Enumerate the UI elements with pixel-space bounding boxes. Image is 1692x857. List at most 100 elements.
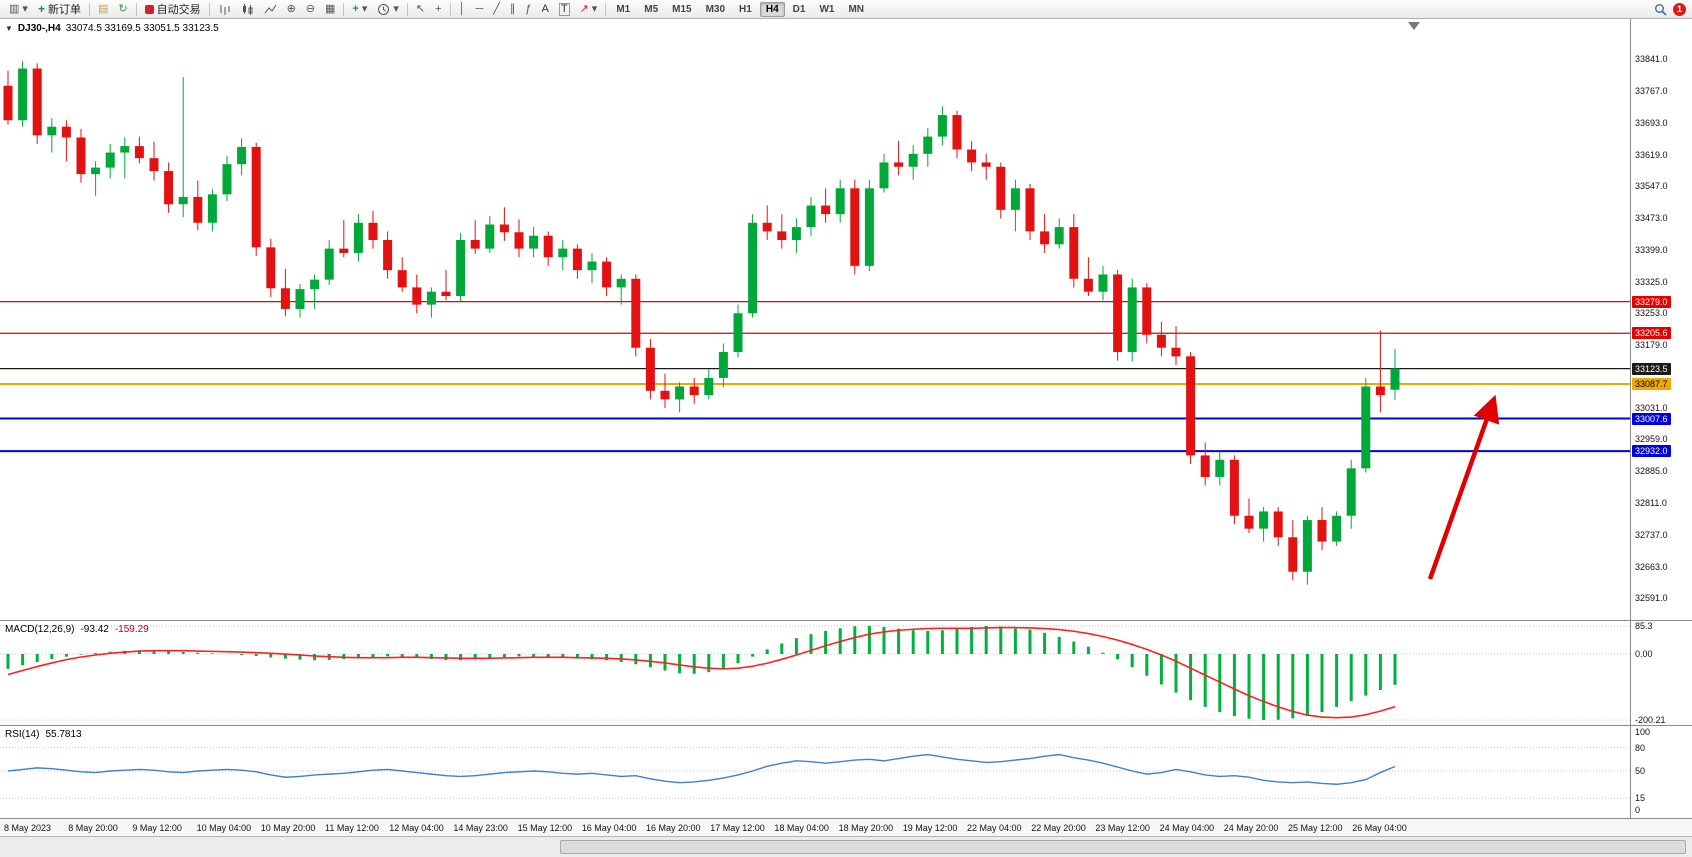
panel-separator[interactable] (0, 725, 1692, 726)
channel-button[interactable]: ∥ (505, 1, 521, 18)
time-axis-label: 22 May 20:00 (1031, 823, 1086, 833)
candle-body (91, 167, 101, 175)
candle-body (397, 270, 407, 288)
timeframe-button-m15[interactable]: M15 (672, 3, 692, 15)
crosshair-button[interactable]: + (430, 1, 446, 18)
candle-body (952, 115, 962, 150)
macd-axis-label: -200.21 (1635, 715, 1666, 725)
bar-chart-button[interactable] (213, 1, 236, 18)
price-level-badge[interactable]: 33205.6 (1632, 327, 1671, 340)
candle-body (237, 146, 247, 165)
timeframe-button-m1[interactable]: M1 (616, 3, 631, 15)
fibonacci-button[interactable]: ƒ (520, 1, 536, 18)
text-label-button[interactable]: T (554, 1, 575, 18)
price-axis[interactable]: 33841.0 33767.0 33693.0 33619.0 33547.0 33473… (1630, 19, 1692, 620)
fibonacci-icon: ƒ (525, 2, 532, 15)
price-level-badge[interactable]: 33007.6 (1632, 412, 1671, 425)
line-chart-button[interactable] (259, 1, 282, 18)
candle-body (1113, 274, 1123, 353)
candle-body (543, 235, 553, 258)
horizontal-line-icon: ─ (475, 2, 484, 15)
candle-body (47, 126, 57, 136)
channel-icon: ∥ (509, 2, 516, 15)
macd-canvas[interactable] (0, 621, 1630, 725)
search-icon[interactable] (1654, 3, 1667, 16)
trend-arrow-annotation[interactable] (1427, 394, 1500, 580)
rsi-axis-label: 0 (1635, 805, 1641, 815)
cursor-button[interactable]: ↖ (411, 1, 430, 18)
panel-separator[interactable] (0, 620, 1692, 621)
trendline-button[interactable]: ╱ (488, 1, 505, 18)
timeframe-button-h4[interactable]: H4 (759, 1, 785, 17)
refresh-button[interactable]: ↻ (113, 1, 132, 18)
timeframe-button-m5[interactable]: M5 (644, 3, 659, 15)
candle-body (937, 115, 947, 137)
vertical-line-button[interactable]: │ (454, 1, 471, 18)
candle-body (426, 291, 436, 305)
candlestick-chart-button[interactable] (236, 1, 259, 18)
symbol-label: DJ30-,H4 (17, 23, 61, 34)
time-axis-label: 17 May 12:00 (710, 823, 765, 833)
notification-badge[interactable]: 1 (1673, 2, 1686, 16)
auto-trading-button[interactable]: 自动交易 (140, 1, 206, 18)
candle-body (1010, 188, 1020, 210)
rsi-axis: 100 80 50 15 0 (1630, 726, 1692, 818)
scrollbar-thumb[interactable] (560, 840, 1686, 854)
arrow-tool-button[interactable]: ↗ ▾ (575, 1, 603, 18)
price-level-badge[interactable]: 33123.5 (1632, 362, 1671, 375)
price-axis-label: 33179.0 (1635, 339, 1668, 350)
toolbar-separator (88, 2, 90, 16)
indicators-button[interactable]: + ▾ (347, 1, 372, 18)
collapse-arrow-icon[interactable]: ▼ (5, 24, 13, 33)
candle-body (835, 188, 845, 215)
zoom-out-icon: ⊖ (305, 2, 316, 15)
time-axis-label: 18 May 20:00 (838, 823, 894, 833)
text-tool-button[interactable]: A (537, 1, 554, 18)
rsi-canvas[interactable] (0, 726, 1630, 818)
candle-body (1346, 468, 1356, 516)
period-button[interactable]: ▾ (372, 1, 404, 18)
price-level-badge[interactable]: 33279.0 (1632, 295, 1671, 308)
candle-body (61, 126, 71, 138)
price-level-badge[interactable]: 32932.0 (1632, 445, 1671, 458)
timeframe-button-w1[interactable]: W1 (819, 3, 835, 15)
chart-shift-marker[interactable] (1408, 22, 1420, 30)
candle-body (1069, 227, 1079, 279)
time-axis-label: 10 May 20:00 (260, 823, 316, 833)
candle-body (1390, 368, 1400, 390)
timeframe-button-mn[interactable]: MN (848, 3, 864, 15)
cursor-icon: ↖ (415, 2, 426, 15)
price-level-badge[interactable]: 33087.7 (1632, 378, 1671, 391)
zoom-in-button[interactable]: ⊕ (282, 1, 301, 18)
candle-body (660, 390, 670, 400)
candle-body (850, 188, 860, 266)
timeframe-button-h1[interactable]: H1 (739, 3, 752, 15)
candle-body (266, 247, 276, 289)
horizontal-line-button[interactable]: ─ (470, 1, 488, 18)
zoom-out-button[interactable]: ⊖ (301, 1, 320, 18)
candle-body (762, 222, 772, 232)
trendline-icon: ╱ (493, 2, 500, 15)
market-watch-button[interactable]: ▤ (93, 1, 113, 18)
time-axis-label: 25 May 12:00 (1288, 823, 1343, 833)
toolbar-separator (208, 2, 210, 16)
new-chart-button[interactable]: ▥ ▾ (4, 1, 33, 18)
candle-body (1040, 231, 1050, 245)
candle-body (923, 136, 933, 154)
candle-body (76, 137, 86, 175)
time-axis[interactable]: 8 May 2023 8 May 20:00 9 May 12:00 10 May 0… (0, 818, 1692, 836)
timeframe-button-d1[interactable]: D1 (792, 3, 806, 15)
time-axis-label: 9 May 12:00 (132, 823, 182, 833)
time-axis-label: 22 May 04:00 (967, 823, 1022, 833)
horizontal-scrollbar[interactable] (0, 836, 1692, 857)
candle-body (791, 227, 801, 241)
new-order-label: 新订单 (47, 4, 81, 16)
tile-windows-button[interactable]: ▦ (320, 1, 340, 18)
toolbar: ▥ ▾ + 新订单 ▤ ↻ 自动交易 ⊕ ⊖ ▦ + ▾ ▾ ↖ + │ ─ ╱… (0, 0, 1692, 19)
candle-body (748, 222, 758, 314)
new-order-button[interactable]: + 新订单 (33, 1, 86, 18)
timeframe-button-m30[interactable]: M30 (705, 3, 726, 15)
price-chart-canvas[interactable] (0, 19, 1630, 620)
candle-body (1215, 459, 1225, 477)
candle-body (134, 146, 144, 159)
